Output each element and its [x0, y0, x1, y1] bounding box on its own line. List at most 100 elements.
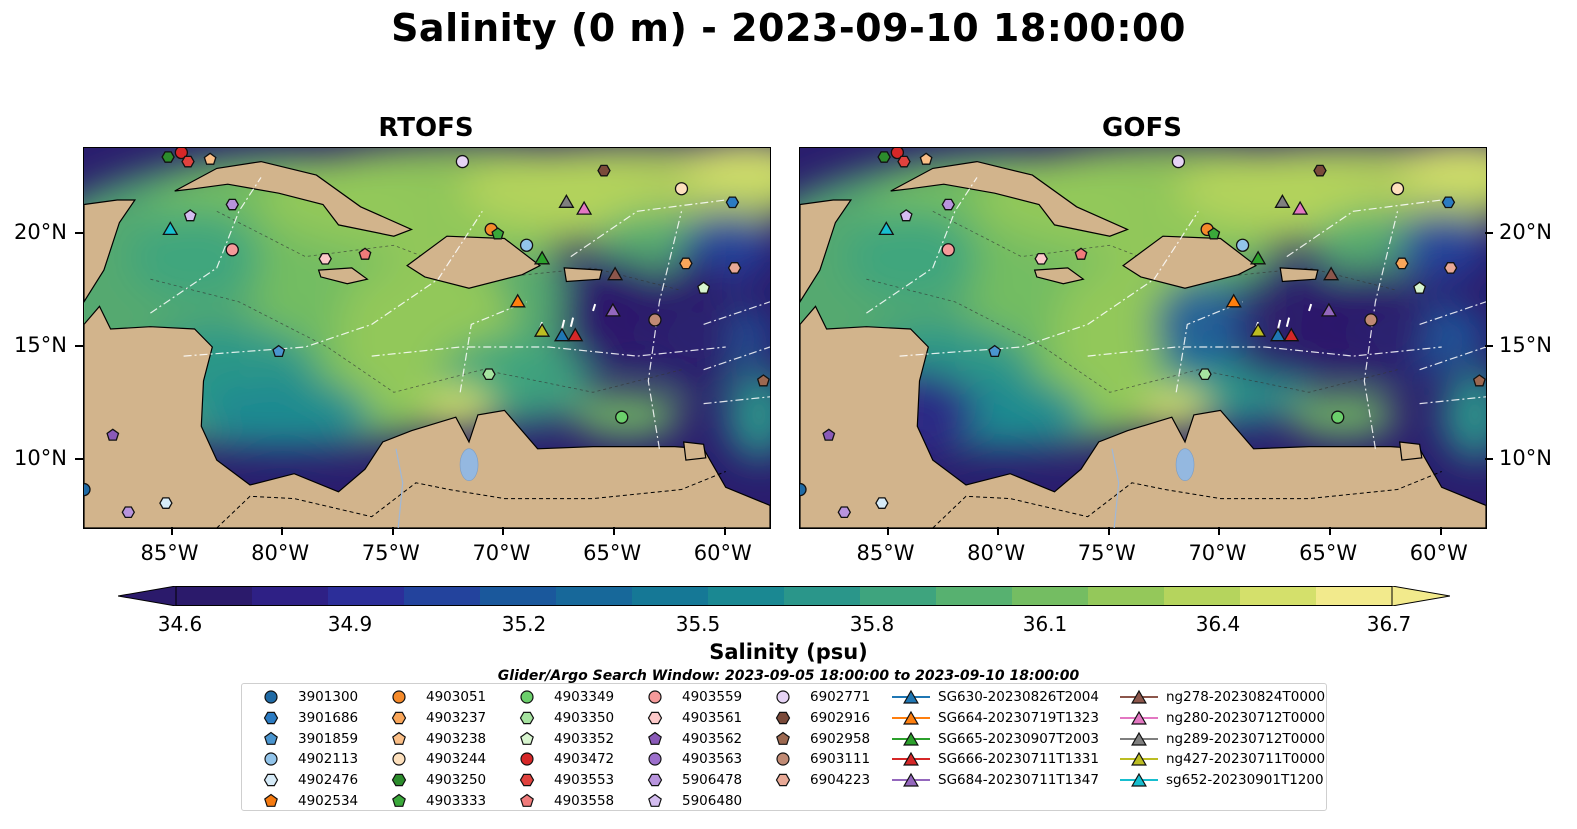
eez-boundary — [183, 210, 483, 357]
float-marker-6902771[interactable] — [1171, 154, 1186, 169]
legend-label: 4903563 — [682, 751, 743, 768]
float-marker-4903244[interactable] — [1390, 182, 1405, 196]
glider-marker-ng289-20230712T0000[interactable] — [1274, 193, 1291, 208]
legend-label: 4902534 — [298, 793, 359, 809]
float-marker-4903562[interactable] — [822, 428, 836, 441]
legend-label: 3901300 — [298, 689, 359, 705]
float-marker-4903558[interactable] — [1074, 247, 1088, 260]
glider-marker-ng427-20230711T0000[interactable] — [533, 322, 551, 337]
legend-label: 4903238 — [426, 730, 487, 747]
colorbar-tick-label: 36.4 — [1195, 612, 1241, 636]
float-marker-4903237[interactable] — [679, 257, 693, 270]
float-marker-5906480[interactable] — [899, 209, 913, 222]
float-marker-4903561[interactable] — [318, 252, 332, 265]
float-marker-4903562[interactable] — [106, 428, 120, 441]
float-marker-4903349[interactable] — [1331, 410, 1345, 424]
glider-marker-ng289-20230712T0000[interactable] — [558, 193, 575, 208]
float-marker-4903553[interactable] — [181, 155, 195, 168]
glider-marker-ng280-20230712T0000[interactable] — [576, 200, 593, 215]
float-marker-3901686[interactable] — [1441, 196, 1456, 209]
glider-marker-SG665-20230907T2003[interactable] — [1249, 250, 1267, 265]
float-marker-6903111[interactable] — [648, 313, 662, 327]
lat-tick-label: 15°N — [14, 333, 67, 358]
glider-marker-sg652-20230901T1200[interactable] — [162, 221, 179, 236]
float-marker-4902476[interactable] — [159, 497, 173, 509]
float-marker-4902113[interactable] — [519, 238, 534, 252]
glider-marker-ng280-20230712T0000[interactable] — [1292, 200, 1309, 215]
float-marker-6902958[interactable] — [756, 374, 770, 387]
glider-marker-SG665-20230907T2003[interactable] — [533, 250, 551, 265]
float-marker-6904223[interactable] — [727, 262, 742, 274]
float-marker-6902771[interactable] — [455, 154, 470, 169]
legend-marker-triangle-icon — [1120, 772, 1158, 787]
map-gofs[interactable] — [799, 147, 1487, 529]
landmass — [1399, 441, 1423, 461]
float-marker-4903352[interactable] — [697, 281, 711, 294]
float-marker-5906478[interactable] — [121, 506, 136, 519]
float-marker-3901686[interactable] — [725, 196, 740, 209]
float-marker-4903250[interactable] — [877, 151, 891, 163]
float-marker-4903558[interactable] — [358, 247, 372, 260]
float-marker-4902113[interactable] — [1235, 238, 1250, 252]
eez-boundary — [1419, 346, 1486, 371]
float-marker-6902916[interactable] — [597, 164, 611, 177]
legend-label: SG630-20230826T2004 — [938, 689, 1099, 705]
glider-marker-SG666-20230711T1331[interactable] — [1283, 327, 1300, 342]
landmass — [84, 199, 137, 303]
glider-marker-SG664-20230719T1323[interactable] — [509, 293, 526, 308]
float-marker-3901300[interactable] — [800, 482, 807, 497]
glider-marker-SG630-20230826T2004[interactable] — [1269, 327, 1287, 342]
float-marker-4903559[interactable] — [941, 243, 955, 257]
float-marker-6902916[interactable] — [1313, 164, 1327, 177]
glider-marker-SG666-20230711T1331[interactable] — [567, 327, 584, 342]
float-marker-3901300[interactable] — [84, 482, 91, 497]
float-marker-4903237[interactable] — [1395, 257, 1409, 270]
glider-marker-SG684-20230711T1347[interactable] — [1320, 302, 1337, 317]
float-marker-6903111[interactable] — [1364, 313, 1378, 327]
glider-marker-ng278-20230824T0000[interactable] — [607, 266, 624, 281]
glider-marker-ng278-20230824T0000[interactable] — [1323, 266, 1340, 281]
float-marker-6904223[interactable] — [1443, 262, 1458, 274]
glider-marker-SG664-20230719T1323[interactable] — [1225, 293, 1242, 308]
float-marker-5906478[interactable] — [225, 198, 240, 211]
lon-tick-mark — [1439, 527, 1442, 535]
legend-marker-hexagon-icon — [519, 773, 535, 787]
float-marker-4903333[interactable] — [1207, 227, 1221, 240]
float-marker-3901859[interactable] — [988, 344, 1002, 358]
legend-marker-triangle-icon — [1120, 752, 1158, 766]
glider-marker-ng427-20230711T0000[interactable] — [1249, 322, 1267, 337]
float-marker-5906478[interactable] — [837, 506, 852, 519]
legend-marker-hexagon-icon — [647, 711, 663, 724]
float-marker-4903349[interactable] — [615, 410, 629, 424]
legend-marker-triangle-icon — [892, 710, 930, 725]
float-marker-3901859[interactable] — [272, 344, 286, 358]
legend-label: 4903352 — [554, 730, 615, 747]
float-marker-6902958[interactable] — [1472, 374, 1486, 387]
float-marker-4903350[interactable] — [482, 368, 496, 381]
float-marker-4903352[interactable] — [1413, 281, 1427, 294]
legend-marker-hexagon-icon — [519, 711, 535, 724]
float-marker-4903472[interactable] — [174, 148, 189, 160]
eez-boundary — [459, 301, 527, 393]
float-marker-4903238[interactable] — [203, 152, 217, 165]
float-marker-4903250[interactable] — [161, 151, 175, 163]
glider-marker-sg652-20230901T1200[interactable] — [878, 221, 895, 236]
border-line — [932, 471, 1442, 528]
float-marker-4903350[interactable] — [1198, 368, 1212, 381]
float-marker-4903559[interactable] — [225, 243, 239, 257]
float-marker-4903333[interactable] — [491, 227, 505, 240]
float-marker-4903561[interactable] — [1034, 252, 1048, 265]
float-marker-4903472[interactable] — [890, 148, 905, 160]
lat-tick-label: 20°N — [14, 219, 67, 244]
lon-tick-label: 80°W — [967, 541, 1026, 565]
float-marker-4902476[interactable] — [875, 497, 889, 509]
float-marker-4903553[interactable] — [897, 155, 911, 168]
float-marker-4903244[interactable] — [674, 182, 689, 196]
map-rtofs[interactable] — [83, 147, 771, 529]
float-marker-4903238[interactable] — [919, 152, 933, 165]
legend-marker-pentagon-icon — [776, 731, 790, 745]
float-marker-5906480[interactable] — [183, 209, 197, 222]
float-marker-5906478[interactable] — [941, 198, 956, 211]
glider-marker-SG684-20230711T1347[interactable] — [604, 302, 621, 317]
glider-marker-SG630-20230826T2004[interactable] — [553, 327, 571, 342]
